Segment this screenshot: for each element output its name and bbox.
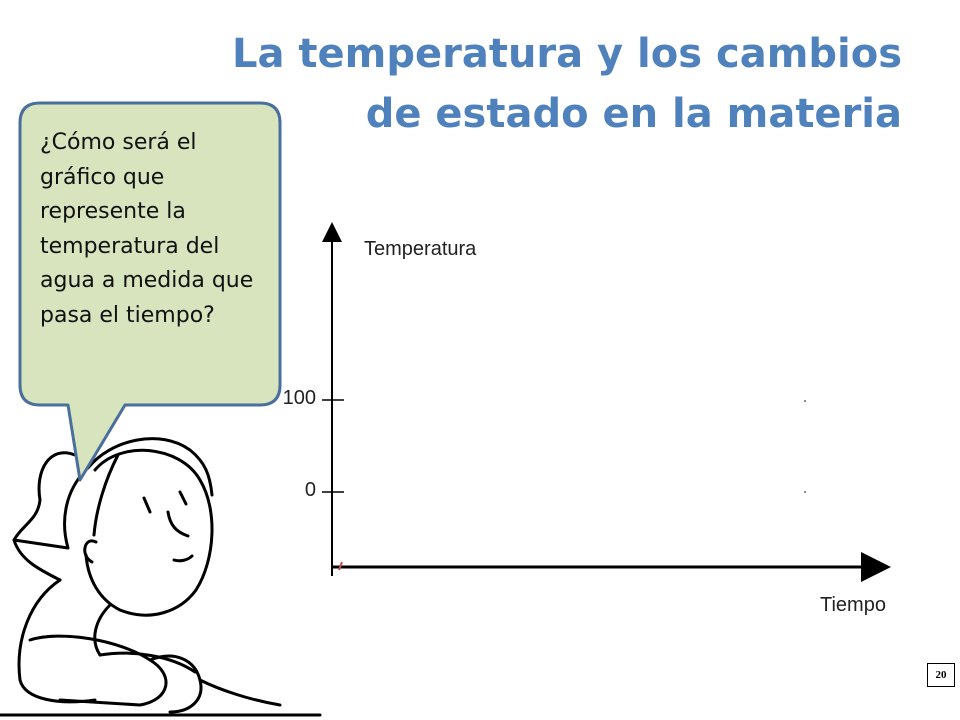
origin-mark — [338, 561, 343, 571]
y-tick-label-0: 0 — [304, 479, 316, 501]
girl-body — [198, 678, 282, 707]
girl-head — [84, 448, 214, 617]
girl-eyebrow-right — [178, 490, 188, 506]
girl-ear — [83, 539, 98, 564]
slide-number: 20 — [927, 663, 955, 687]
girl-nose — [166, 510, 190, 538]
speech-bubble — [18, 101, 282, 482]
guide-dot-100 — [804, 400, 806, 402]
girl-sleeve — [98, 651, 197, 674]
girl-hair-back — [12, 538, 62, 582]
girl-hair-top — [86, 437, 214, 497]
page-title: La temperatura y los cambios de estado e… — [232, 31, 902, 137]
guide-dot-0 — [804, 491, 806, 493]
y-tick-label-100: 100 — [282, 387, 316, 409]
speech-bubble-text: ¿Cómo será el gráfico que represente la … — [40, 130, 254, 328]
girl-neck — [93, 603, 112, 657]
x-axis-label: Tiempo — [820, 594, 886, 616]
girl-hair-strand — [92, 453, 120, 537]
girl-veil — [12, 451, 88, 550]
girl-eyebrow-left — [142, 496, 152, 514]
y-axis-label: Temperatura — [364, 238, 477, 260]
girl-mouth — [172, 554, 194, 563]
